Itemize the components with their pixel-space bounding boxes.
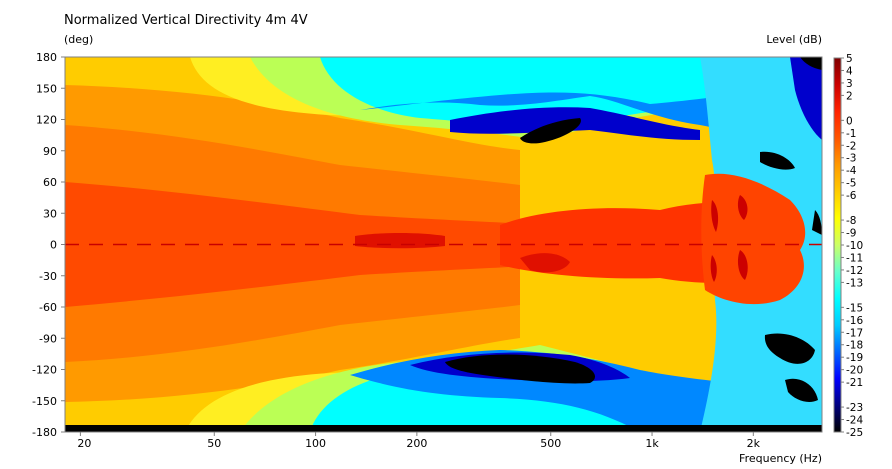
colorbar-tick-label-21: -19 [846, 352, 863, 364]
colorbar-tick-label-18: -16 [846, 315, 863, 327]
colorbar-tick-label-13: -10 [846, 240, 863, 252]
colorbar-tick-label-9: -5 [846, 178, 856, 190]
y-tick-label-7: -30 [39, 270, 57, 283]
bottom-strip [65, 425, 822, 432]
y-tick-label-10: -120 [32, 364, 57, 377]
contour-black-lower [445, 354, 595, 384]
colorbar-tick-label-16: -13 [846, 277, 863, 289]
y-tick-label-9: -90 [39, 332, 57, 345]
y-axis: 180 150 120 90 60 30 0 -30 -60 -90 -120 -150 -180 [32, 51, 65, 439]
colorbar-tick-label-4: 0 [846, 115, 853, 127]
x-tick-label-3: 200 [406, 437, 427, 450]
x-tick-label-5: 1k [645, 437, 659, 450]
contour-hf-darkred-1 [711, 200, 719, 232]
colorbar-tick-label-20: -18 [846, 340, 863, 352]
colorbar-tick-label-0: 5 [846, 53, 853, 65]
y-tick-label-3: 90 [43, 145, 57, 158]
colorbar-tick-label-25: -24 [846, 415, 863, 427]
x-tick-label-4: 500 [540, 437, 561, 450]
contour-hf-black-2 [764, 333, 815, 364]
colorbar-tick-label-6: -2 [846, 140, 856, 152]
colorbar-label: Level (dB) [766, 33, 822, 46]
contour-hf-darkred-4 [737, 195, 748, 220]
colorbar-tick-label-24: -23 [846, 402, 863, 414]
y-tick-label-5: 30 [43, 207, 57, 220]
colorbar-tick-label-1: 4 [846, 65, 853, 77]
colorbar-tick-label-8: -4 [846, 165, 857, 177]
colorbar-tick-label-15: -12 [846, 265, 863, 277]
colorbar-tick-label-5: -1 [846, 128, 856, 140]
colorbar-ticks: 54320-1-2-3-4-5-6-8-9-10-11-12-13-15-16-… [841, 53, 863, 439]
y-axis-label: (deg) [64, 33, 93, 46]
contour-hf-black-mid [812, 210, 822, 235]
x-axis: 20 50 100 200 500 1k 2k [77, 432, 761, 450]
colorbar-tick-label-14: -11 [846, 252, 863, 264]
contour-hf-black-top [800, 57, 822, 70]
y-tick-label-8: -60 [39, 301, 57, 314]
colorbar-tick-label-7: -3 [846, 153, 856, 165]
y-tick-label-11: -150 [32, 395, 57, 408]
x-tick-label-0: 20 [77, 437, 91, 450]
colorbar-tick-label-23: -21 [846, 377, 863, 389]
y-tick-label-12: -180 [32, 426, 57, 439]
contour-red-core [65, 182, 540, 307]
colorbar-tick-label-3: 2 [846, 90, 853, 102]
colorbar [833, 57, 842, 433]
contour-hf-darkred-3 [737, 250, 748, 280]
colorbar-tick-label-12: -9 [846, 228, 856, 240]
colorbar-tick-label-17: -15 [846, 302, 863, 314]
y-tick-label-4: 60 [43, 176, 57, 189]
contour-hf-black-3 [785, 378, 818, 403]
contour-hf-navy [790, 57, 822, 140]
contour-darkred-center [355, 233, 445, 249]
y-tick-label-2: 120 [36, 114, 57, 127]
colorbar-tick-label-2: 3 [846, 78, 853, 90]
contour-black-upper [520, 118, 581, 144]
contour-hf-red [701, 173, 806, 305]
contour-darkred-mid [520, 253, 570, 273]
colorbar-tick-label-10: -6 [846, 190, 857, 202]
chart-title: Normalized Vertical Directivity 4m 4V [64, 13, 308, 28]
contour-hf-black-1 [760, 151, 795, 170]
y-tick-label-6: 0 [50, 239, 57, 252]
colorbar-tick-label-26: -25 [846, 427, 863, 439]
colorbar-tick-label-11: -8 [846, 215, 856, 227]
colorbar-tick-label-19: -17 [846, 327, 863, 339]
colorbar-gradient [834, 58, 841, 432]
heatmap-plot [65, 57, 822, 432]
y-tick-label-0: 180 [36, 51, 57, 64]
y-tick-label-1: 150 [36, 82, 57, 95]
x-tick-label-2: 100 [305, 437, 326, 450]
contour-hf-darkred-2 [710, 255, 717, 282]
x-tick-label-1: 50 [207, 437, 221, 450]
colorbar-tick-label-22: -20 [846, 365, 863, 377]
x-axis-label: Frequency (Hz) [739, 452, 822, 465]
x-tick-label-6: 2k [747, 437, 761, 450]
